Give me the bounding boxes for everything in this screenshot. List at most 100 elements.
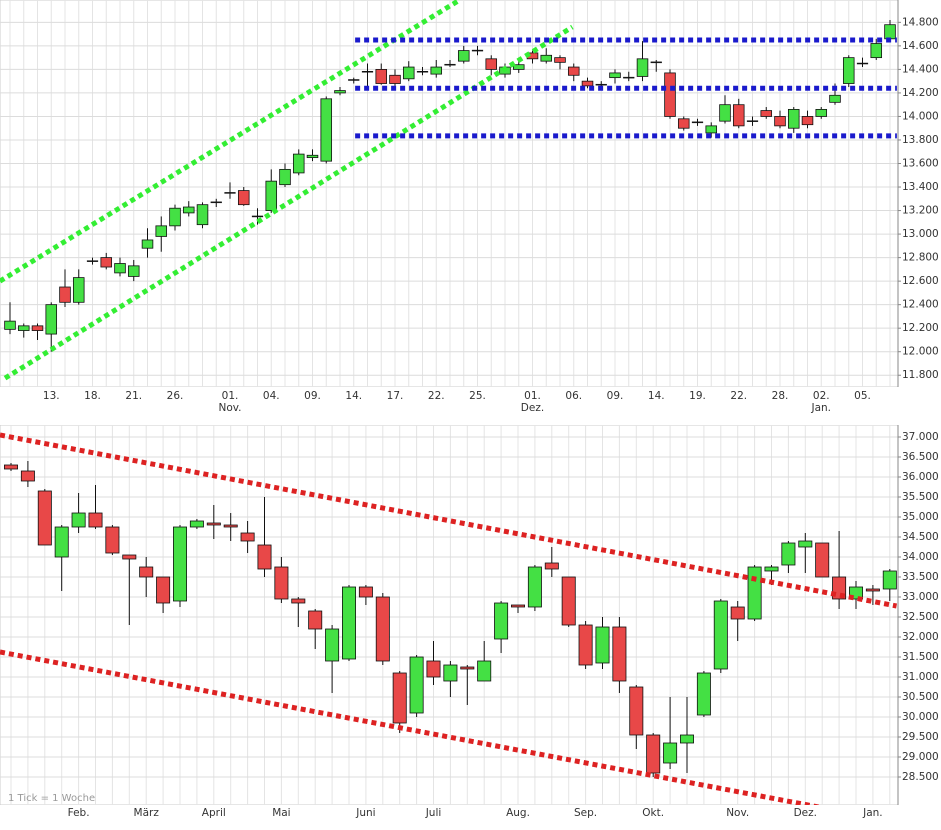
x-tick-label: 19.: [689, 390, 706, 402]
x-tick-label: Sep.: [574, 807, 597, 819]
candle-body: [358, 586, 373, 598]
y-tick-label: 32.500: [902, 611, 939, 623]
candle-body: [443, 664, 458, 682]
candle-body: [512, 64, 525, 70]
candle-body: [612, 626, 627, 682]
candle-body: [842, 57, 855, 84]
candle-body: [169, 207, 181, 227]
candle-body: [17, 325, 30, 331]
y-tick-label: 35.500: [902, 491, 939, 503]
y-tick-label: 12.000: [902, 346, 939, 358]
y-tick-label: 34.500: [902, 531, 939, 543]
candle-body: [139, 566, 154, 578]
candle-body: [141, 239, 154, 249]
candle-body: [494, 602, 509, 640]
candle-body: [829, 94, 841, 103]
candle-body: [122, 554, 137, 560]
candle-body: [402, 66, 415, 80]
y-tick-label: 14.800: [902, 16, 939, 28]
note: 1 Tick = 1 Woche: [8, 793, 95, 804]
candle-body: [37, 490, 52, 546]
x-tick-label: 09.: [304, 390, 321, 402]
candle-body: [45, 304, 58, 335]
candle-body: [561, 576, 576, 626]
y-tick-label: 14.000: [902, 110, 939, 122]
candle-body: [392, 672, 407, 724]
candle-body: [426, 660, 441, 678]
x-tick-label: 05.: [854, 390, 871, 402]
candle-body: [882, 570, 897, 590]
candle-body: [291, 598, 306, 604]
candle-body: [691, 121, 704, 124]
candle-body: [72, 277, 85, 303]
candle-body: [114, 263, 126, 274]
candle-body: [173, 526, 187, 602]
candle-body: [801, 116, 814, 126]
x-tick-label: 22.: [730, 390, 747, 402]
x-tick-label: April: [202, 807, 226, 819]
candle-body: [705, 125, 718, 134]
y-tick-label: 31.000: [902, 671, 939, 683]
y-tick-label: 29.500: [902, 731, 939, 743]
y-tick-label: 14.600: [902, 40, 939, 52]
x-tick-label: Okt.: [642, 807, 664, 819]
y-tick-label: 36.000: [902, 471, 939, 483]
y-tick-label: 33.000: [902, 591, 939, 603]
plot-area: [0, 0, 898, 387]
x-tick-label: März: [134, 807, 160, 819]
candle-body: [527, 566, 542, 608]
y-tick-label: 13.600: [902, 158, 939, 170]
candle-body: [325, 628, 340, 662]
candle-body: [609, 72, 621, 79]
candle-body: [223, 524, 238, 528]
candle-body: [798, 540, 813, 548]
candle-body: [375, 69, 388, 84]
x-tick-label: 18.: [84, 390, 101, 402]
y-tick-label: 12.400: [902, 299, 939, 311]
candle-body: [240, 532, 255, 542]
candle-body: [746, 120, 759, 122]
panel: [0, 0, 898, 387]
candle-body: [719, 104, 731, 122]
y-tick-label: 12.200: [902, 322, 939, 334]
candle-body: [747, 566, 762, 620]
candle-body: [54, 526, 69, 558]
y-tick-label: 30.500: [902, 691, 939, 703]
candle-body: [292, 153, 305, 174]
candle-body: [865, 588, 880, 592]
candle-body: [210, 201, 222, 204]
candle-body: [774, 116, 786, 127]
candle-body: [182, 206, 195, 214]
candle-body: [732, 104, 745, 127]
candle-body: [4, 320, 16, 330]
candle-body: [781, 542, 796, 566]
candle-body: [578, 624, 593, 666]
candle-body: [389, 74, 401, 84]
plot-area: [0, 425, 898, 805]
panel: [0, 425, 898, 805]
candle-body: [416, 71, 429, 73]
x-tick-label: Juli: [425, 807, 442, 819]
candle-body: [251, 215, 264, 218]
x-tick-label: 22.: [428, 390, 445, 402]
y-tick-label: 11.800: [902, 369, 939, 381]
candle-body: [460, 666, 475, 670]
candle-body: [237, 190, 250, 206]
candle-body: [196, 204, 209, 226]
candle-body: [544, 562, 559, 570]
candle-body: [100, 257, 113, 268]
candle-body: [361, 71, 374, 73]
candle-body: [663, 742, 678, 764]
candle-body: [477, 660, 492, 682]
x-tick-label: 01.: [524, 390, 541, 402]
y-tick-label: 13.000: [902, 228, 939, 240]
candle-body: [680, 734, 694, 744]
y-tick-label: 13.400: [902, 181, 939, 193]
y-tick-label: 34.000: [902, 551, 939, 563]
candle-body: [444, 63, 456, 66]
candle-body: [189, 520, 204, 528]
y-tick-label: 31.500: [902, 651, 939, 663]
candle-body: [279, 168, 291, 186]
